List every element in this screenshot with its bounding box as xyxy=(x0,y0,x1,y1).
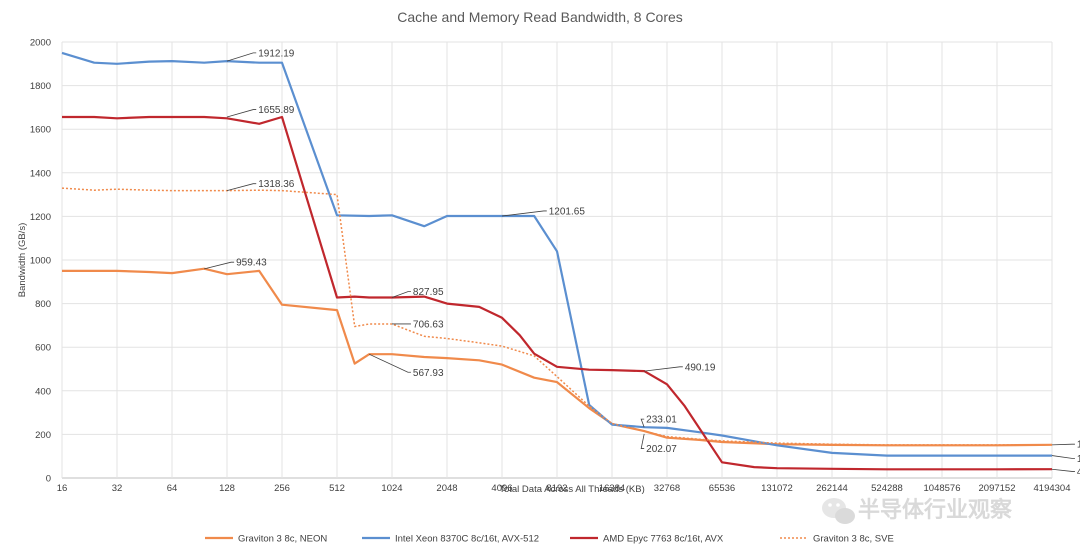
x-tick-label: 32 xyxy=(112,483,123,494)
y-tick-label: 1000 xyxy=(30,256,51,267)
x-tick-label: 256 xyxy=(274,483,290,494)
y-tick-label: 400 xyxy=(35,386,51,397)
y-tick-label: 200 xyxy=(35,430,51,441)
x-tick-label: 16 xyxy=(57,483,68,494)
watermark-text: 半导体行业观察 xyxy=(858,497,1013,522)
y-axis: 0 200 400 600 800 1000 1200 1400 1600 1800 2000 xyxy=(30,38,51,485)
data-label: 1912.19 xyxy=(258,48,295,59)
x-tick-label: 2048 xyxy=(436,483,457,494)
data-label: 959.43 xyxy=(236,258,267,269)
label-leader xyxy=(391,291,411,298)
y-tick-label: 1800 xyxy=(30,81,51,92)
x-tick-label: 1048576 xyxy=(924,483,961,494)
label-leader xyxy=(1051,468,1075,472)
series-line-1 xyxy=(61,51,1052,457)
x-tick-label: 65536 xyxy=(709,483,735,494)
data-label: 490.19 xyxy=(685,362,716,373)
y-tick-label: 800 xyxy=(35,299,51,310)
x-tick-label: 524288 xyxy=(871,483,903,494)
legend-label: Intel Xeon 8370C 8c/16t, AVX-512 xyxy=(395,534,539,545)
label-leader xyxy=(369,353,411,373)
legend-label: Graviton 3 8c, SVE xyxy=(813,534,894,545)
x-axis-title: Total Data Across All Threads (KB) xyxy=(499,484,645,495)
x-tick-label: 64 xyxy=(167,483,178,494)
legend: Graviton 3 8c, NEON Intel Xeon 8370C 8c/1… xyxy=(205,534,894,545)
x-tick-label: 4096 xyxy=(491,483,512,494)
x-tick-label: 512 xyxy=(329,483,345,494)
y-tick-label: 2000 xyxy=(30,38,51,49)
data-label: 1655.89 xyxy=(258,105,295,116)
label-leader xyxy=(1051,455,1075,459)
data-label: 827.95 xyxy=(413,287,444,298)
data-label: 1318.36 xyxy=(258,179,295,190)
series-line-2 xyxy=(62,115,1053,471)
label-leader xyxy=(640,433,645,449)
label-leader xyxy=(204,261,235,270)
data-label: 152.12 xyxy=(1077,440,1080,451)
label-leader xyxy=(226,109,257,118)
label-leader xyxy=(226,52,257,62)
data-labels: 1912.19 1655.89 1318.36 959.43 1201.65 827.95… xyxy=(204,48,1080,478)
data-label: 567.93 xyxy=(413,368,444,379)
x-tick-label: 32768 xyxy=(654,483,680,494)
data-label: 233.01 xyxy=(646,415,677,426)
x-tick-label: 131072 xyxy=(761,483,793,494)
x-axis: 16 32 64 128 256 512 1024 2048 4096 8192 16384 3276… xyxy=(57,483,1071,494)
x-tick-label: 16384 xyxy=(599,483,625,494)
data-label: 202.07 xyxy=(646,444,677,455)
data-label: 1201.65 xyxy=(549,206,586,217)
data-label: 102.97 xyxy=(1077,454,1080,465)
label-leader xyxy=(640,418,645,428)
x-tick-label: 128 xyxy=(219,483,235,494)
legend-label: Graviton 3 8c, NEON xyxy=(238,534,327,545)
y-axis-title: Bandwidth (GB/s) xyxy=(17,223,28,297)
data-label: 40.23 xyxy=(1077,467,1080,478)
x-tick-label: 262144 xyxy=(816,483,848,494)
chart-title: Cache and Memory Read Bandwidth, 8 Cores xyxy=(397,9,683,25)
y-tick-label: 0 xyxy=(46,474,51,485)
label-leader xyxy=(644,366,683,372)
y-tick-label: 600 xyxy=(35,343,51,354)
x-tick-label: 4194304 xyxy=(1034,483,1071,494)
x-tick-label: 8192 xyxy=(546,483,567,494)
watermark: 半导体行业观察 xyxy=(822,497,1013,524)
x-tick-label: 2097152 xyxy=(979,483,1016,494)
wechat-icon xyxy=(822,498,855,524)
x-tick-label: 1024 xyxy=(381,483,402,494)
label-leader xyxy=(501,210,547,217)
label-leader xyxy=(226,183,257,191)
y-tick-label: 1600 xyxy=(30,125,51,136)
gridlines xyxy=(61,41,1053,479)
legend-label: AMD Epyc 7763 8c/16t, AVX xyxy=(603,534,724,545)
label-leader xyxy=(1051,443,1075,446)
data-label: 706.63 xyxy=(413,319,444,330)
y-tick-label: 1400 xyxy=(30,168,51,179)
y-tick-label: 1200 xyxy=(30,212,51,223)
